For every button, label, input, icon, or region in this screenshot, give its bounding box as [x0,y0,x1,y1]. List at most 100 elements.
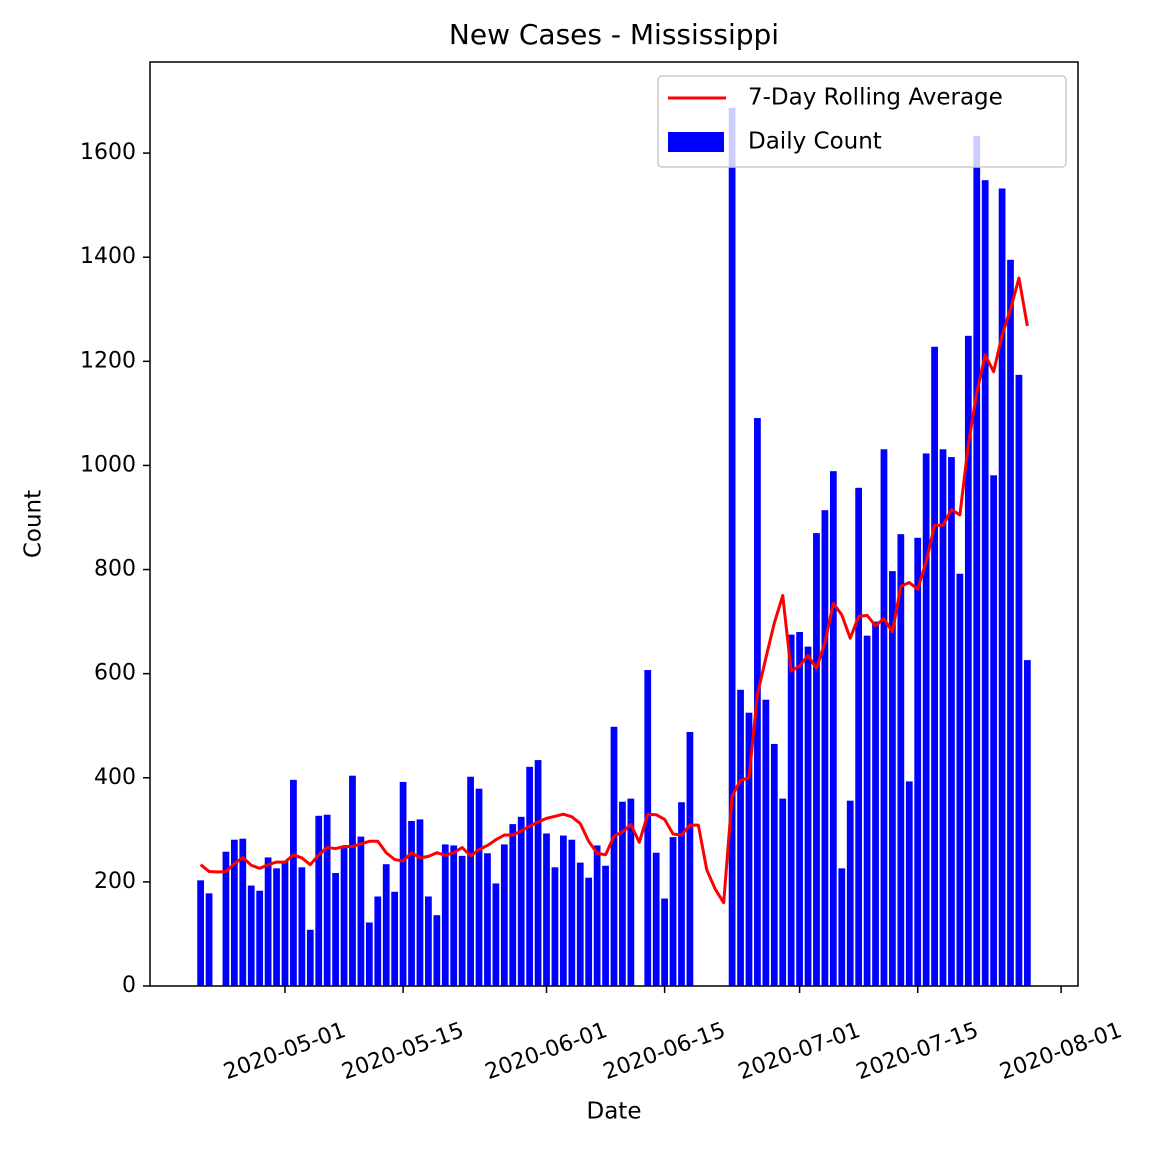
bar [737,689,744,986]
x-tick-label: 2020-08-01 [997,1018,1126,1085]
bar [804,646,812,986]
y-tick-label: 1000 [80,452,136,477]
bar [931,346,938,986]
bar [897,534,905,986]
bar [627,798,635,986]
x-tick-label: 2020-07-15 [853,1018,982,1085]
bar [433,915,441,986]
bar [652,852,660,986]
bar [492,883,500,986]
bar [813,533,820,986]
bar [247,885,255,986]
bar [517,816,525,986]
bar [450,845,458,986]
bar [922,453,930,987]
bar [458,855,466,986]
bar [872,621,879,986]
y-axis-label: Count [21,490,47,558]
legend-label: 7-Day Rolling Average [748,85,1003,111]
bar [728,107,736,987]
y-tick-label: 0 [122,973,136,998]
bar [298,867,306,986]
x-tick-label: 2020-06-15 [600,1018,729,1085]
bar [230,839,238,986]
bar [551,867,559,986]
bar [610,726,618,986]
bar [779,798,787,986]
bar [619,801,626,986]
y-tick-label: 400 [94,765,136,790]
bar [256,890,264,986]
bar [821,510,829,986]
bar [568,839,576,986]
bar [306,929,314,986]
x-tick-label: 2020-05-01 [220,1018,349,1085]
bar [273,868,280,986]
bar [1015,374,1023,986]
bar [661,898,668,986]
bar [939,449,947,986]
bar [829,471,837,986]
bar [543,833,550,986]
bar [222,851,230,986]
x-axis-label: Date [587,1099,642,1125]
bar [290,779,297,986]
bar [374,896,382,986]
bar [905,781,913,986]
bar [762,699,770,986]
bar [855,487,863,986]
bar [981,180,989,986]
y-tick-label: 600 [94,661,136,686]
bar [770,743,778,986]
bar [990,475,998,986]
bar [416,819,424,986]
bar [408,820,415,986]
bar [889,571,896,986]
bar [914,537,922,986]
bar [315,815,323,986]
legend: 7-Day Rolling Average Daily Count [657,75,1067,168]
bar [998,188,1006,987]
bar [281,861,289,986]
bar [602,865,609,986]
y-tick-label: 200 [94,869,136,894]
bar [846,800,854,986]
bar [239,838,247,986]
bar [838,868,846,986]
bar [382,864,390,986]
bar [340,848,348,986]
bar [467,776,474,986]
bar [880,449,888,986]
bar [475,788,483,986]
bar [956,573,964,986]
y-tick-label: 1200 [80,348,136,373]
bar [534,760,542,986]
bar [509,824,517,986]
bar [323,814,331,986]
line [199,276,1029,905]
bar [399,781,407,986]
bar [1007,259,1014,986]
bar [964,335,972,986]
bar [593,845,601,986]
bar [205,893,213,986]
bar [678,802,685,986]
bar [669,837,677,986]
bar [500,844,508,986]
bar [357,836,365,986]
bar [349,775,356,986]
bar [391,891,399,986]
bar [1024,660,1031,986]
x-tick-label: 2020-07-01 [735,1018,864,1085]
bar [973,135,981,987]
bar [197,880,204,986]
bar [796,632,803,986]
bar [948,457,955,986]
y-tick-label: 1400 [80,244,136,269]
x-tick-label: 2020-05-15 [339,1018,468,1085]
chart-title: New Cases - Mississippi [449,18,779,51]
bar [425,896,432,986]
bar [686,731,694,986]
y-tick-label: 1600 [80,140,136,165]
